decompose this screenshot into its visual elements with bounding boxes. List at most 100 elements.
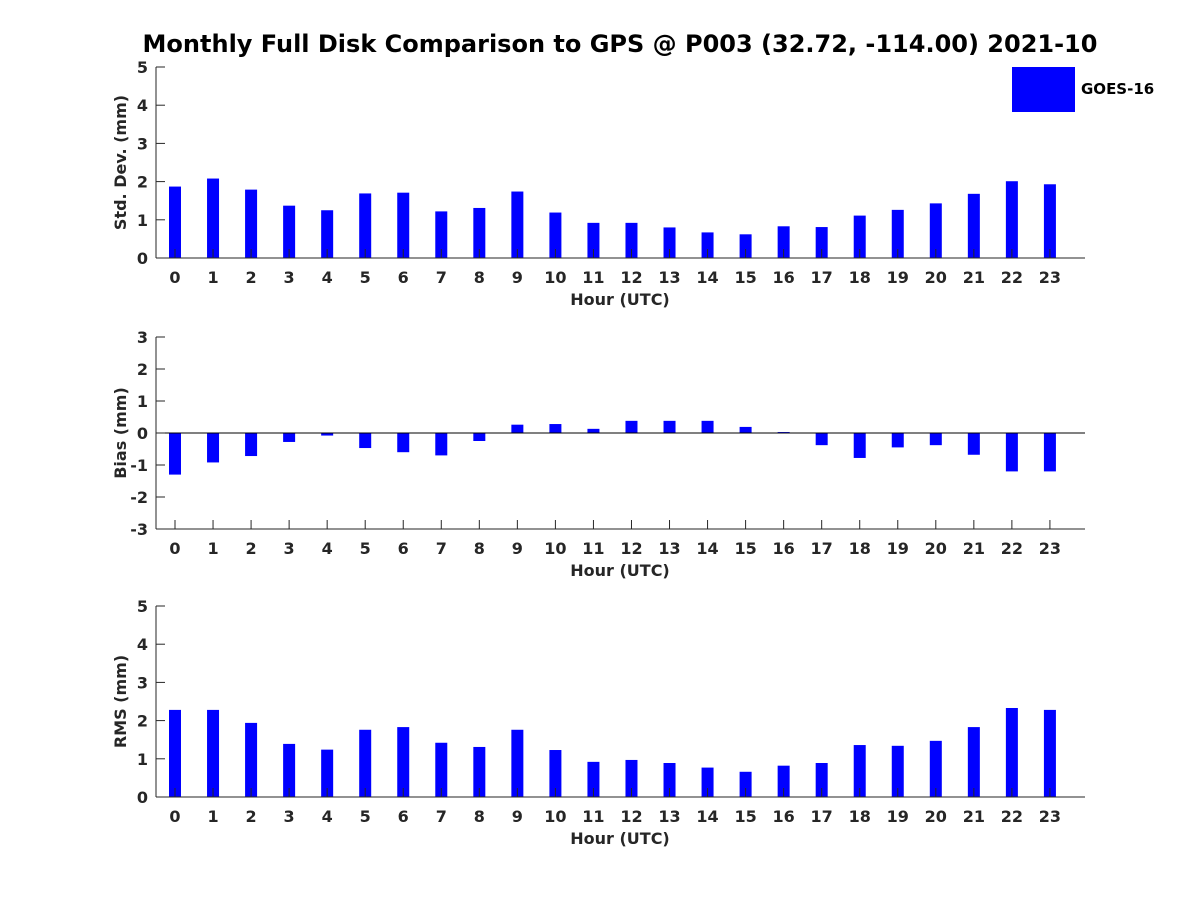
x-tick-label: 1 — [207, 268, 218, 287]
x-tick-label: 5 — [360, 268, 371, 287]
x-tick-label: 14 — [696, 807, 718, 826]
x-tick-label: 6 — [398, 539, 409, 558]
bar — [739, 426, 752, 433]
x-tick-label: 8 — [474, 807, 485, 826]
bar — [587, 428, 600, 433]
bar — [1005, 707, 1018, 797]
x-tick-label: 1 — [207, 539, 218, 558]
y-tick-label: -3 — [130, 520, 148, 539]
legend-label: GOES-16 — [1081, 80, 1155, 98]
x-tick-label: 10 — [544, 268, 566, 287]
y-tick-label: 3 — [137, 134, 148, 153]
x-tick-label: 14 — [696, 539, 718, 558]
x-tick-label: 4 — [322, 268, 333, 287]
bar — [207, 178, 220, 258]
y-tick-label: 5 — [137, 597, 148, 616]
x-tick-label: 3 — [284, 807, 295, 826]
y-tick-label: 1 — [137, 750, 148, 769]
x-axis-label: Hour (UTC) — [570, 561, 670, 580]
x-tick-label: 13 — [658, 807, 680, 826]
x-tick-label: 2 — [246, 539, 257, 558]
bar — [511, 191, 524, 258]
y-tick-label: 1 — [137, 392, 148, 411]
bar — [245, 722, 258, 797]
x-tick-label: 4 — [322, 807, 333, 826]
x-tick-label: 16 — [773, 539, 795, 558]
bar — [1043, 184, 1056, 258]
bar — [891, 209, 904, 258]
bar — [739, 771, 752, 797]
x-tick-label: 1 — [207, 807, 218, 826]
x-tick-label: 2 — [246, 807, 257, 826]
bar — [967, 433, 980, 455]
bar — [777, 765, 790, 797]
bar — [283, 433, 296, 442]
bar — [891, 745, 904, 797]
x-tick-label: 17 — [811, 539, 833, 558]
x-tick-label: 13 — [658, 539, 680, 558]
bar — [929, 203, 942, 258]
x-tick-label: 10 — [544, 539, 566, 558]
bar — [473, 746, 486, 797]
x-tick-label: 9 — [512, 539, 523, 558]
bar — [207, 709, 220, 797]
x-tick-label: 2 — [246, 268, 257, 287]
x-tick-label: 5 — [360, 807, 371, 826]
bar — [853, 215, 866, 258]
y-tick-label: 3 — [137, 328, 148, 347]
bar — [169, 186, 181, 258]
bar — [169, 433, 181, 475]
x-tick-label: 15 — [734, 539, 756, 558]
bar — [663, 763, 676, 797]
bar — [511, 424, 524, 433]
x-tick-label: 11 — [582, 807, 604, 826]
bar — [359, 729, 372, 797]
bar — [359, 433, 372, 449]
x-tick-label: 8 — [474, 268, 485, 287]
bar — [625, 222, 638, 258]
x-tick-label: 9 — [512, 268, 523, 287]
bar — [1005, 181, 1018, 258]
bar — [435, 742, 448, 797]
bar — [663, 227, 676, 258]
bar — [815, 227, 828, 258]
bar — [473, 433, 486, 441]
x-tick-label: 7 — [436, 268, 447, 287]
bar — [663, 420, 676, 433]
x-tick-label: 15 — [734, 268, 756, 287]
bar — [1043, 433, 1056, 472]
bar — [701, 420, 714, 433]
y-tick-label: 2 — [137, 173, 148, 192]
x-tick-label: 12 — [620, 807, 642, 826]
legend-swatch — [1012, 67, 1075, 112]
bar — [739, 234, 752, 258]
bar — [283, 205, 296, 258]
y-tick-label: 0 — [137, 424, 148, 443]
x-tick-label: 0 — [169, 268, 180, 287]
y-axis-label: RMS (mm) — [111, 655, 130, 748]
bar — [815, 433, 828, 446]
x-tick-label: 21 — [963, 268, 985, 287]
x-tick-label: 22 — [1001, 807, 1023, 826]
x-tick-label: 15 — [734, 807, 756, 826]
y-tick-label: 4 — [137, 96, 148, 115]
bar — [359, 193, 372, 258]
bar — [473, 207, 486, 258]
y-tick-label: 3 — [137, 673, 148, 692]
x-tick-label: 4 — [322, 539, 333, 558]
bar — [625, 420, 638, 433]
bar — [701, 232, 714, 258]
x-tick-label: 16 — [773, 268, 795, 287]
bar — [245, 189, 258, 258]
bar — [321, 433, 334, 436]
y-tick-label: 0 — [137, 249, 148, 268]
x-tick-label: 11 — [582, 268, 604, 287]
bar — [701, 767, 714, 797]
bar — [777, 226, 790, 258]
x-tick-label: 18 — [849, 539, 871, 558]
bar — [587, 761, 600, 797]
y-tick-label: 2 — [137, 712, 148, 731]
